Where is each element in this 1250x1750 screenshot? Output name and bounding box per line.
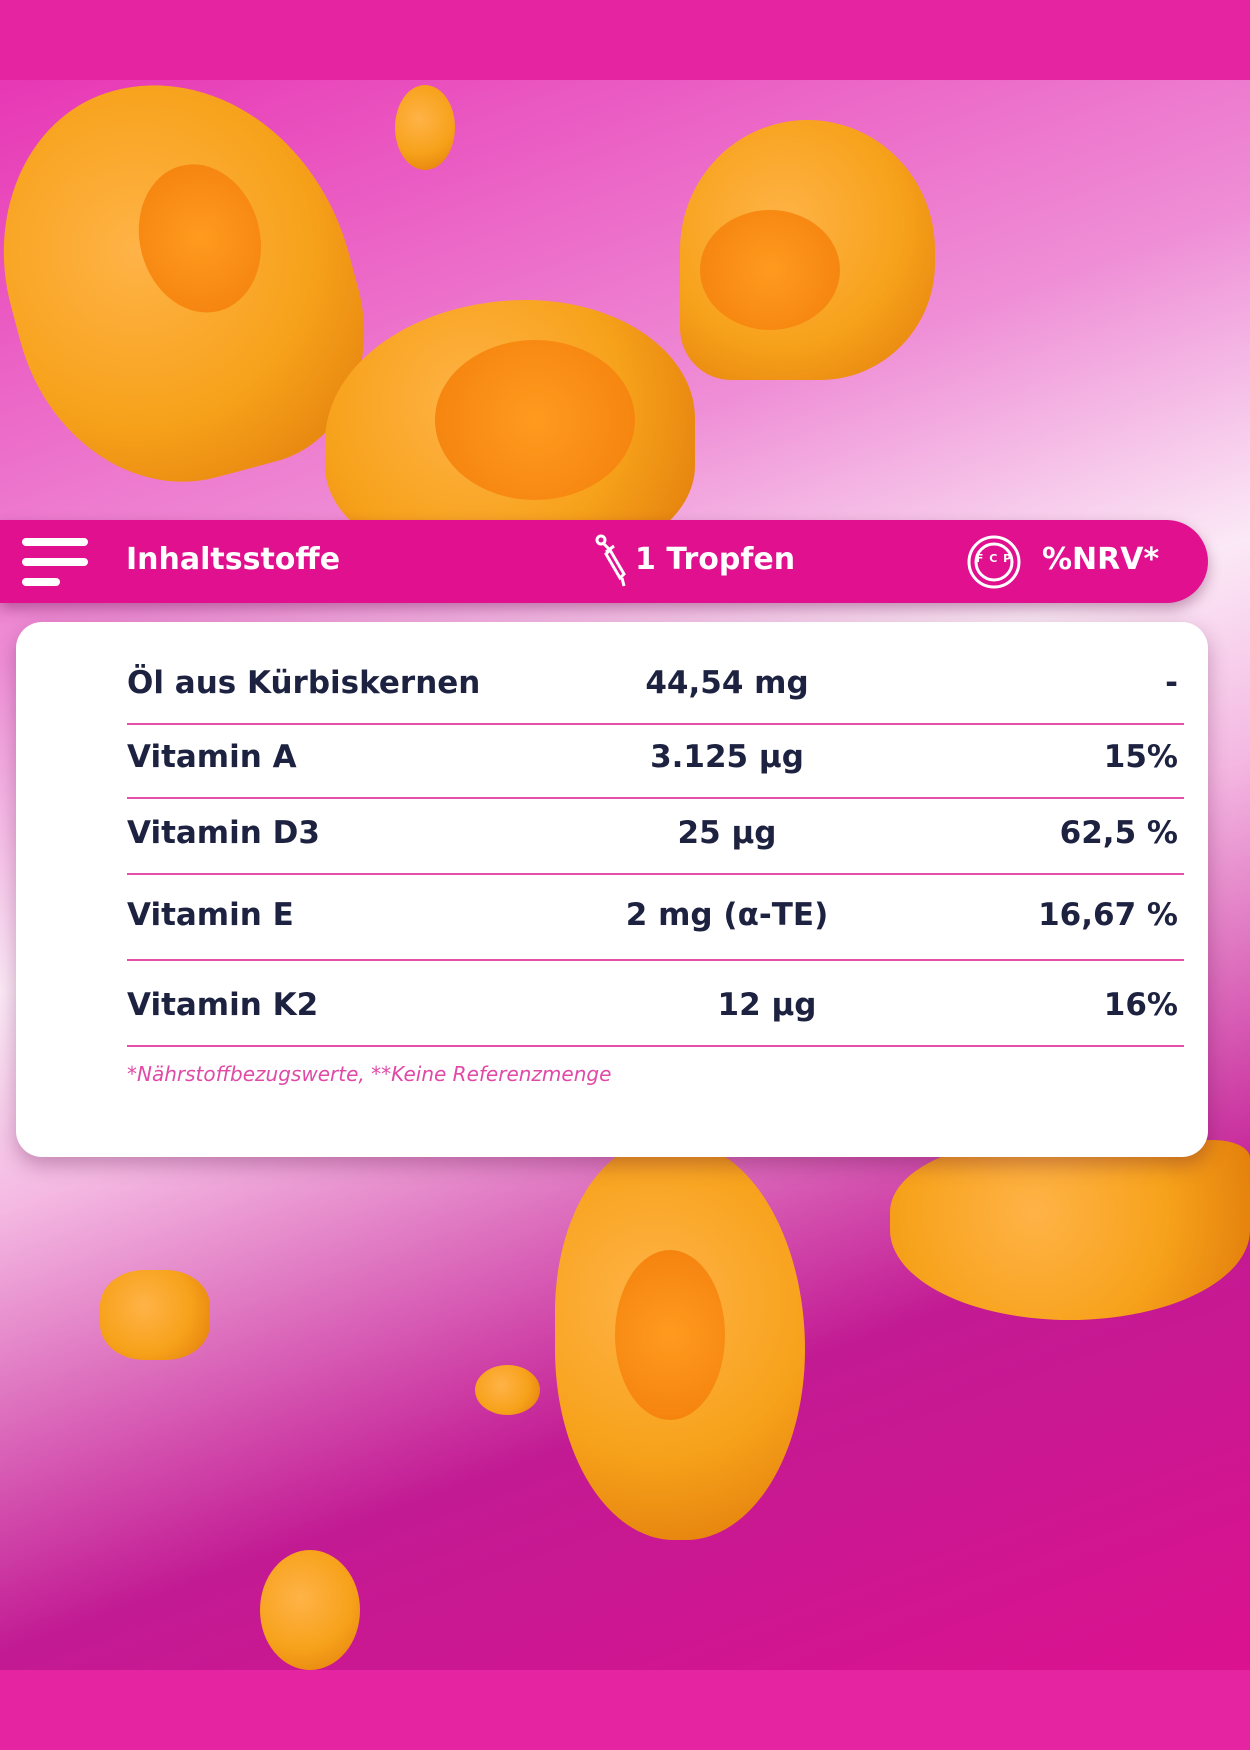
table-row: Öl aus Kürbiskernen 44,54 mg - <box>127 643 1184 725</box>
nutrient-name: Vitamin E <box>127 897 294 933</box>
nutrient-amount: 44,54 mg <box>645 665 809 701</box>
nutrient-nrv: - <box>1165 665 1178 701</box>
nutrient-amount: 25 µg <box>677 815 777 851</box>
nutrient-nrv: 16,67 % <box>1038 897 1178 933</box>
nutrient-name: Vitamin A <box>127 739 297 775</box>
ingredients-header-bar: Inhaltsstoffe 1 Tropfen F C P %NRV* <box>0 520 1208 603</box>
table-row: Vitamin K2 12 µg 16% <box>127 961 1184 1047</box>
dropper-icon <box>595 534 626 587</box>
pumpkin-image <box>555 1140 805 1540</box>
pumpkin-image <box>100 1270 210 1360</box>
table-row: Vitamin D3 25 µg 62,5 % <box>127 799 1184 875</box>
nutrient-name: Vitamin K2 <box>127 987 319 1023</box>
table-row: Vitamin A 3.125 µg 15% <box>127 721 1184 799</box>
pumpkin-image <box>680 120 935 380</box>
nutrient-name: Vitamin D3 <box>127 815 320 851</box>
nutrient-amount: 12 µg <box>717 987 817 1023</box>
pumpkin-image <box>325 300 695 560</box>
nutrient-name: Öl aus Kürbiskernen <box>127 665 481 701</box>
nutrient-amount: 2 mg (α-TE) <box>625 897 829 933</box>
table-row: Vitamin E 2 mg (α-TE) 16,67 % <box>127 875 1184 961</box>
bottom-band <box>0 1670 1250 1750</box>
header-title: Inhaltsstoffe <box>126 542 341 577</box>
nutrient-nrv: 15% <box>1103 739 1178 775</box>
nutrient-amount: 3.125 µg <box>650 739 804 775</box>
nutrient-table-card: Öl aus Kürbiskernen 44,54 mg - Vitamin A… <box>16 622 1208 1157</box>
nutrient-nrv: 16% <box>1103 987 1178 1023</box>
nrv-label: %NRV* <box>1042 542 1160 577</box>
pumpkin-image <box>890 1140 1250 1320</box>
fcp-icon-letters: F C P <box>975 552 1013 565</box>
pumpkin-image <box>260 1550 360 1670</box>
footnote: *Nährstoffbezugswerte, **Keine Referenzm… <box>127 1062 612 1086</box>
dose-label: 1 Tropfen <box>635 542 796 577</box>
fcp-circle-icon <box>967 535 1021 589</box>
nutrition-fcp-icon: F C P <box>966 534 1022 590</box>
menu-icon[interactable] <box>22 536 90 590</box>
pumpkin-image <box>475 1365 540 1415</box>
pumpkin-image <box>395 85 455 170</box>
top-band <box>0 0 1250 80</box>
nutrient-nrv: 62,5 % <box>1059 815 1178 851</box>
